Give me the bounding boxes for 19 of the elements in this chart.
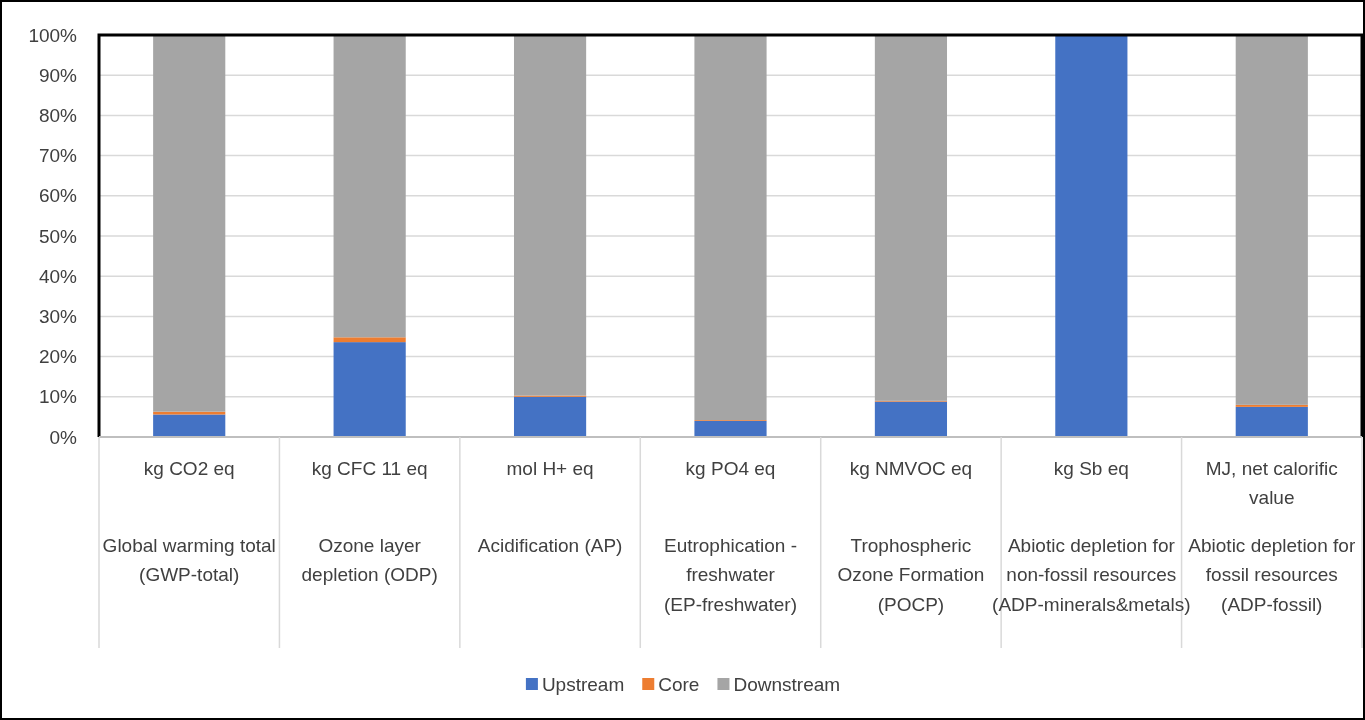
legend-label: Upstream <box>541 674 625 695</box>
y-tick-label: 10% <box>38 386 78 408</box>
y-tick-label: 30% <box>38 305 78 327</box>
y-tick-label: 0% <box>49 426 78 448</box>
y-tick-label: 60% <box>38 185 78 207</box>
category-label: kg CFC 11 eq Ozone layer depletion (ODP) <box>301 458 438 586</box>
y-tick-label: 100% <box>28 24 78 46</box>
category-label: kg CO2 eq Global warming total (GWP-total) <box>102 458 276 586</box>
y-tick-label: 50% <box>38 225 78 247</box>
category-label: kg PO4 eq Eutrophication - freshwater (EP-freshwater) <box>663 458 798 615</box>
legend-label: Core <box>658 674 700 695</box>
y-tick-label: 70% <box>38 145 78 167</box>
legend-label: Downstream <box>733 674 841 695</box>
y-tick-label: 20% <box>38 346 78 368</box>
y-tick-label: 40% <box>38 265 78 287</box>
category-label: mol H+ eq Acidification (AP) <box>477 458 623 556</box>
y-tick-label: 80% <box>38 104 78 126</box>
y-tick-label: 90% <box>38 64 78 86</box>
category-label: kg NMVOC eq Trophospheric Ozone Formation (POCP) <box>837 458 985 615</box>
